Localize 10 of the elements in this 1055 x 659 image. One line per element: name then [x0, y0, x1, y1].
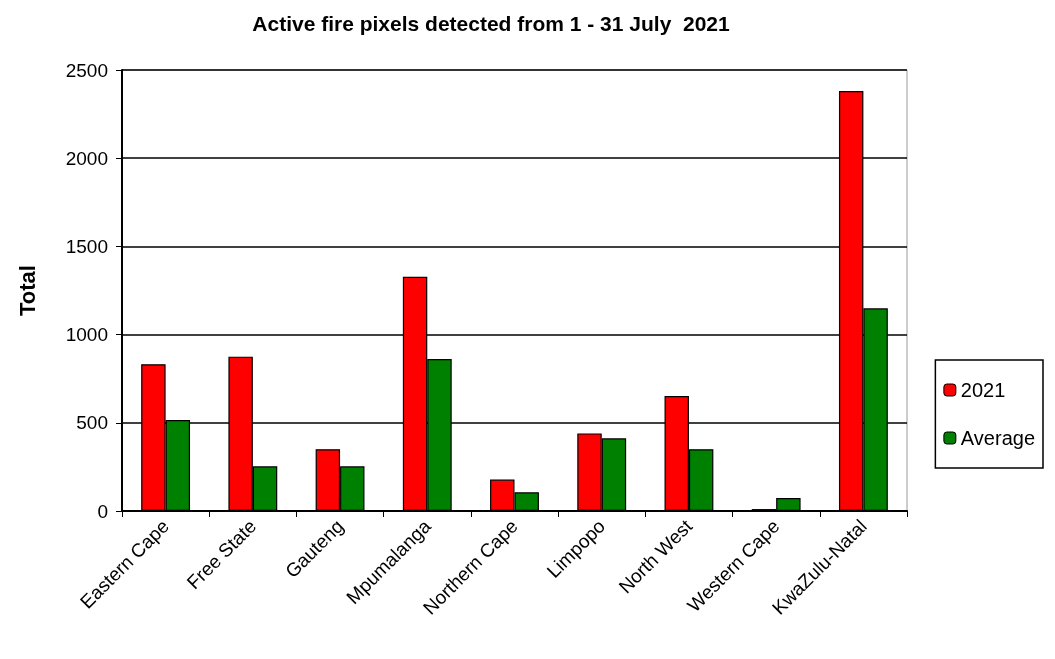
y-tick-label: 2000 — [65, 147, 108, 169]
legend-label: Average — [960, 427, 1036, 449]
y-axis-title: Total — [14, 265, 40, 316]
y-tick-label: 500 — [76, 412, 108, 434]
y-tick-label: 0 — [97, 500, 108, 522]
y-tick-label: 1000 — [65, 324, 108, 346]
legend-label: 2021 — [960, 379, 1006, 401]
y-tick-label: 1500 — [65, 235, 108, 257]
y-tick-label: 2500 — [65, 59, 108, 81]
chart-title: Active fire pixels detected from 1 - 31 July 2021 — [252, 12, 731, 35]
